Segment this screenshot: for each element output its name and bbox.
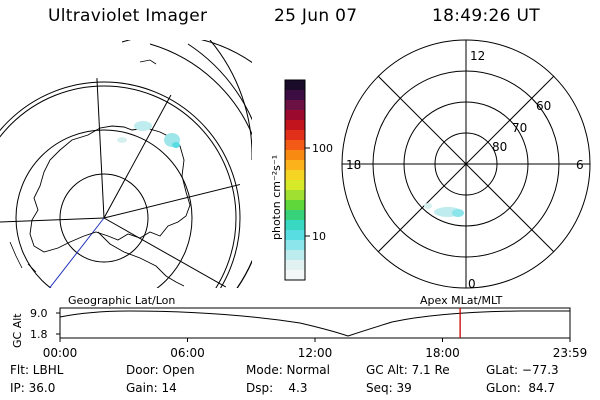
colorbar-cell <box>285 220 305 231</box>
image-time: 18:49:26 UT <box>432 6 540 26</box>
mlt-line-diagonal <box>377 75 555 253</box>
colorbar-tick-label: 10 <box>312 230 326 243</box>
latitude-arc <box>149 43 252 288</box>
time-tick-label: 18:00 <box>425 346 460 360</box>
altitude-strip-frame <box>59 307 571 339</box>
mlt-label-18: 18 <box>346 158 361 172</box>
latitude-circle <box>0 85 237 288</box>
colorbar-cell <box>285 140 305 151</box>
imager-title: Ultraviolet Imager <box>48 6 208 26</box>
colorbar-cell <box>285 120 305 131</box>
dsp-value: Dsp: 4.3 <box>246 381 308 395</box>
colorbar-cell <box>285 230 305 241</box>
altitude-strip: 9.0 1.8 GC Alt 00:00 06:00 12:00 18:00 23:59 <box>11 307 587 360</box>
colorbar-cell <box>285 260 305 271</box>
colorbar-cell <box>285 170 305 181</box>
colorbar-unit-label: photon cm⁻²s⁻¹ <box>270 155 283 240</box>
colorbar-cell <box>285 270 305 281</box>
mlt-label-6: 6 <box>576 158 584 172</box>
altitude-curve <box>59 310 570 337</box>
aurora-patches <box>117 121 180 148</box>
time-tick-label: 12:00 <box>298 346 333 360</box>
geographic-map-panel <box>0 40 252 288</box>
glon-value: GLon: 84.7 <box>486 381 556 395</box>
seq-value: Seq: 39 <box>366 381 412 395</box>
door-value: Door: Open <box>126 363 195 377</box>
coastline <box>29 125 191 253</box>
flt-value: Flt: LBHL <box>10 363 64 377</box>
latitude-circle-outer <box>0 81 241 288</box>
colorbar-cell <box>285 80 305 91</box>
time-tick-label: 00:00 <box>43 346 78 360</box>
colorbar: 100 10 photon cm⁻²s⁻¹ <box>270 79 333 281</box>
alt-min-label: 1.8 <box>30 328 48 341</box>
colorbar-cell <box>285 200 305 211</box>
right-aurora-patches <box>424 203 464 217</box>
right-panel-caption: Apex MLat/MLT <box>420 294 503 307</box>
colorbar-cell <box>285 90 305 101</box>
colorbar-cell <box>285 210 305 221</box>
colorbar-cell <box>285 250 305 261</box>
ip-value: IP: 36.0 <box>10 381 56 395</box>
mlt-label-0: 0 <box>468 277 476 291</box>
latitude-arc <box>187 43 252 288</box>
colorbar-frame <box>284 79 306 281</box>
noon-meridian-line <box>47 217 105 288</box>
coastline-peninsula <box>97 231 185 287</box>
time-tick-label: 23:59 <box>553 346 588 360</box>
coastline-fragment <box>9 59 157 273</box>
gain-value: Gain: 14 <box>126 381 177 395</box>
mode-value: Mode: Normal <box>246 363 330 377</box>
mlat-label-70: 70 <box>512 121 527 135</box>
longitude-line <box>103 217 241 288</box>
magnetic-grid-panel <box>341 39 591 289</box>
glat-value: GLat: −77.3 <box>486 363 559 377</box>
gc-alt-value: GC Alt: 7.1 Re <box>366 363 450 377</box>
colorbar-cell <box>285 160 305 171</box>
longitude-line <box>0 217 105 223</box>
colorbar-cell <box>285 180 305 191</box>
image-date: 25 Jun 07 <box>274 6 358 26</box>
alt-axis-label: GC Alt <box>11 313 24 348</box>
mlat-label-80: 80 <box>492 140 507 154</box>
mlt-label-12: 12 <box>470 49 485 63</box>
alt-max-label: 9.0 <box>30 307 48 320</box>
left-panel-caption: Geographic Lat/Lon <box>68 294 175 307</box>
colorbar-cell <box>285 100 305 111</box>
latitude-circle <box>15 129 193 288</box>
colorbar-cell <box>285 190 305 201</box>
latitude-arc <box>209 40 252 160</box>
colorbar-tick-label: 100 <box>312 142 333 155</box>
longitude-line <box>103 181 244 219</box>
colorbar-cell <box>285 150 305 161</box>
longitude-line <box>95 78 105 219</box>
colorbar-cell <box>285 240 305 251</box>
right-panel-labels: 12 18 6 0 60 70 80 <box>346 49 584 291</box>
colorbar-cell <box>285 110 305 121</box>
colorbar-cell <box>285 130 305 141</box>
latitude-circle <box>59 173 149 263</box>
time-tick-label: 06:00 <box>170 346 205 360</box>
mlat-label-60: 60 <box>536 99 551 113</box>
